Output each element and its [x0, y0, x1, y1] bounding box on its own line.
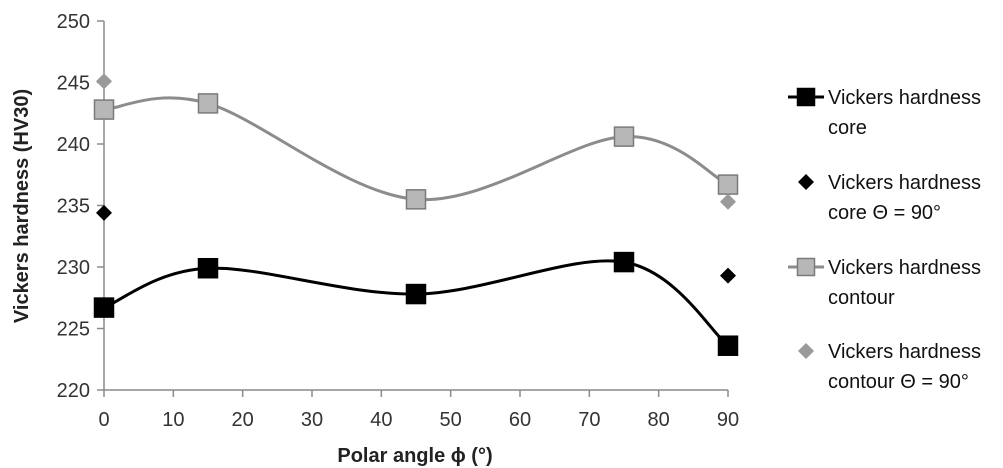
data-point-square [405, 283, 427, 305]
legend-item-2: Vickers hardness core Θ = 90° [798, 172, 981, 224]
series-layer [93, 73, 739, 356]
legend-marker [798, 343, 814, 359]
data-point-square [613, 251, 635, 273]
data-point-square [613, 126, 635, 147]
legend-item-1: Vickers hardness core [788, 87, 981, 139]
legend-marker [796, 87, 816, 107]
data-point-square [717, 174, 739, 195]
data-point-diamond [720, 267, 736, 284]
x-tick-label: 80 [648, 409, 670, 431]
x-tick-label: 70 [578, 409, 600, 431]
series-1 [93, 251, 739, 356]
x-tick-label: 90 [717, 409, 739, 431]
x-tick-label: 20 [232, 409, 254, 431]
legend-item-3: Vickers hardness contour [788, 257, 981, 309]
x-tick-label: 10 [162, 409, 184, 431]
y-tick-label: 220 [57, 380, 90, 402]
data-point-diamond [96, 73, 112, 90]
data-point-square [93, 99, 115, 120]
series-4 [96, 73, 736, 210]
y-axis-title: Vickers hardness (HV30) [11, 89, 33, 323]
x-tick-label: 40 [370, 409, 392, 431]
data-point-square [93, 297, 115, 318]
y-tick-label: 245 [57, 73, 90, 95]
axes: 220 225 230 235 240 245 250 0 10 20 30 40 50 60 70 80 90 [57, 11, 740, 431]
data-point-diamond [720, 193, 736, 210]
x-tick-label: 30 [301, 409, 323, 431]
legend-label: core Θ = 90° [828, 202, 941, 224]
series-3 [93, 93, 739, 210]
legend-label: Vickers hardness [828, 341, 981, 363]
y-tick-label: 225 [57, 319, 90, 341]
legend-label: contour Θ = 90° [828, 371, 969, 393]
legend-item-4: Vickers hardness contour Θ = 90° [798, 341, 981, 393]
x-tick-label: 0 [98, 409, 109, 431]
y-tick-label: 230 [57, 257, 90, 279]
legend: Vickers hardness core Vickers hardness core… [788, 87, 981, 393]
legend-label: Vickers hardness [828, 87, 981, 109]
legend-label: Vickers hardness [828, 257, 981, 279]
legend-label: core [828, 117, 867, 139]
y-tick-label: 240 [57, 134, 90, 156]
data-point-square [405, 189, 427, 210]
legend-marker [798, 174, 814, 190]
data-point-square [197, 93, 219, 114]
legend-marker [796, 257, 816, 277]
data-point-diamond [96, 204, 112, 221]
x-tick-label: 60 [509, 409, 531, 431]
legend-label: contour [828, 287, 895, 309]
series-line [103, 96, 729, 202]
legend-label: Vickers hardness [828, 172, 981, 194]
series-2 [96, 204, 736, 284]
y-tick-label: 250 [57, 11, 90, 33]
data-point-square [717, 335, 739, 356]
x-axis-title: Polar angle ϕ (°) [337, 445, 492, 467]
data-point-square [197, 257, 219, 279]
y-tick-label: 235 [57, 196, 90, 218]
x-tick-label: 50 [440, 409, 462, 431]
